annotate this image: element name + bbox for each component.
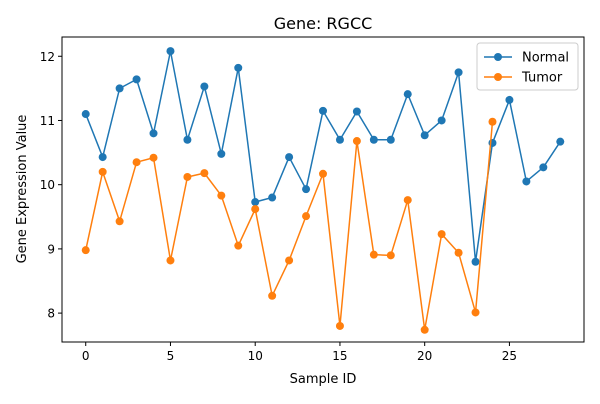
y-tick-label-8: 8 xyxy=(47,307,55,321)
data-point-normal-16 xyxy=(352,107,361,116)
x-tick-label-20: 20 xyxy=(417,349,432,363)
data-point-normal-22 xyxy=(454,68,463,77)
data-point-normal-1 xyxy=(98,153,107,162)
data-point-tumor-4 xyxy=(149,153,158,162)
data-point-tumor-0 xyxy=(81,246,90,255)
y-axis: 8 9 10 11 12 xyxy=(40,50,62,321)
data-point-normal-2 xyxy=(115,84,124,93)
legend-entry-normal: Normal xyxy=(484,51,569,66)
data-point-normal-15 xyxy=(335,135,344,144)
data-point-tumor-10 xyxy=(251,205,260,214)
legend-entry-tumor: Tumor xyxy=(484,71,563,86)
data-point-normal-26 xyxy=(522,177,531,186)
data-point-normal-23 xyxy=(471,257,480,266)
data-point-tumor-23 xyxy=(471,308,480,317)
data-point-normal-9 xyxy=(234,63,243,72)
x-tick-label-10: 10 xyxy=(248,349,263,363)
data-point-normal-20 xyxy=(420,131,429,140)
data-point-tumor-20 xyxy=(420,325,429,334)
data-point-tumor-5 xyxy=(166,256,175,265)
data-point-normal-0 xyxy=(81,110,90,119)
data-point-tumor-3 xyxy=(132,158,141,167)
data-point-normal-25 xyxy=(505,95,514,104)
legend-label-normal: Normal xyxy=(522,51,569,66)
data-point-normal-5 xyxy=(166,47,175,56)
x-tick-label-25: 25 xyxy=(502,349,517,363)
legend-label-tumor: Tumor xyxy=(521,71,563,86)
legend-marker-tumor xyxy=(494,73,502,81)
data-point-normal-12 xyxy=(285,153,294,162)
data-point-normal-11 xyxy=(268,193,277,202)
series-tumor xyxy=(81,117,497,334)
data-point-normal-21 xyxy=(437,116,446,125)
data-point-normal-7 xyxy=(200,82,209,91)
data-point-tumor-7 xyxy=(200,169,209,178)
data-point-tumor-14 xyxy=(319,169,327,178)
legend-box xyxy=(476,42,579,91)
data-point-tumor-19 xyxy=(403,196,412,205)
y-tick-label-9: 9 xyxy=(47,242,55,256)
data-point-tumor-17 xyxy=(369,250,378,259)
y-tick-label-11: 11 xyxy=(40,114,55,128)
data-point-tumor-13 xyxy=(302,212,311,221)
legend: Normal Tumor xyxy=(476,42,579,91)
data-point-tumor-24 xyxy=(488,117,497,126)
data-point-normal-8 xyxy=(217,149,226,158)
data-point-tumor-15 xyxy=(335,321,344,330)
data-point-normal-13 xyxy=(302,185,311,194)
data-point-normal-10 xyxy=(251,198,260,207)
data-point-tumor-1 xyxy=(98,167,107,176)
data-point-tumor-18 xyxy=(386,251,395,260)
data-point-normal-28 xyxy=(556,137,565,146)
data-point-normal-18 xyxy=(386,135,395,144)
data-point-normal-3 xyxy=(132,75,141,84)
data-point-tumor-2 xyxy=(115,217,124,226)
data-point-normal-4 xyxy=(149,129,158,138)
plot-frame xyxy=(61,36,585,343)
data-point-tumor-6 xyxy=(183,172,192,181)
plot-area xyxy=(81,47,565,334)
data-point-normal-19 xyxy=(403,90,412,99)
data-point-normal-17 xyxy=(369,135,378,144)
y-axis-label: Gene Expression Value xyxy=(15,115,30,264)
data-point-tumor-16 xyxy=(352,137,361,146)
x-tick-label-0: 0 xyxy=(82,349,90,363)
data-point-normal-6 xyxy=(183,135,192,144)
data-point-normal-14 xyxy=(319,106,327,115)
data-point-tumor-8 xyxy=(217,191,226,200)
data-point-tumor-12 xyxy=(285,256,294,265)
series-normal xyxy=(81,47,565,266)
data-point-tumor-11 xyxy=(268,291,277,300)
x-tick-label-5: 5 xyxy=(167,349,175,363)
data-point-tumor-22 xyxy=(454,248,463,257)
x-tick-label-15: 15 xyxy=(332,349,347,363)
legend-marker-normal xyxy=(494,53,502,61)
chart-title: Gene: RGCC xyxy=(274,14,373,33)
y-tick-label-12: 12 xyxy=(40,50,55,64)
data-point-normal-27 xyxy=(539,163,548,172)
y-tick-label-10: 10 xyxy=(40,178,55,192)
data-point-tumor-9 xyxy=(234,241,243,250)
x-axis-label: Sample ID xyxy=(290,372,357,387)
x-axis: 0 5 10 15 20 25 xyxy=(82,342,517,363)
data-point-tumor-21 xyxy=(437,230,446,239)
